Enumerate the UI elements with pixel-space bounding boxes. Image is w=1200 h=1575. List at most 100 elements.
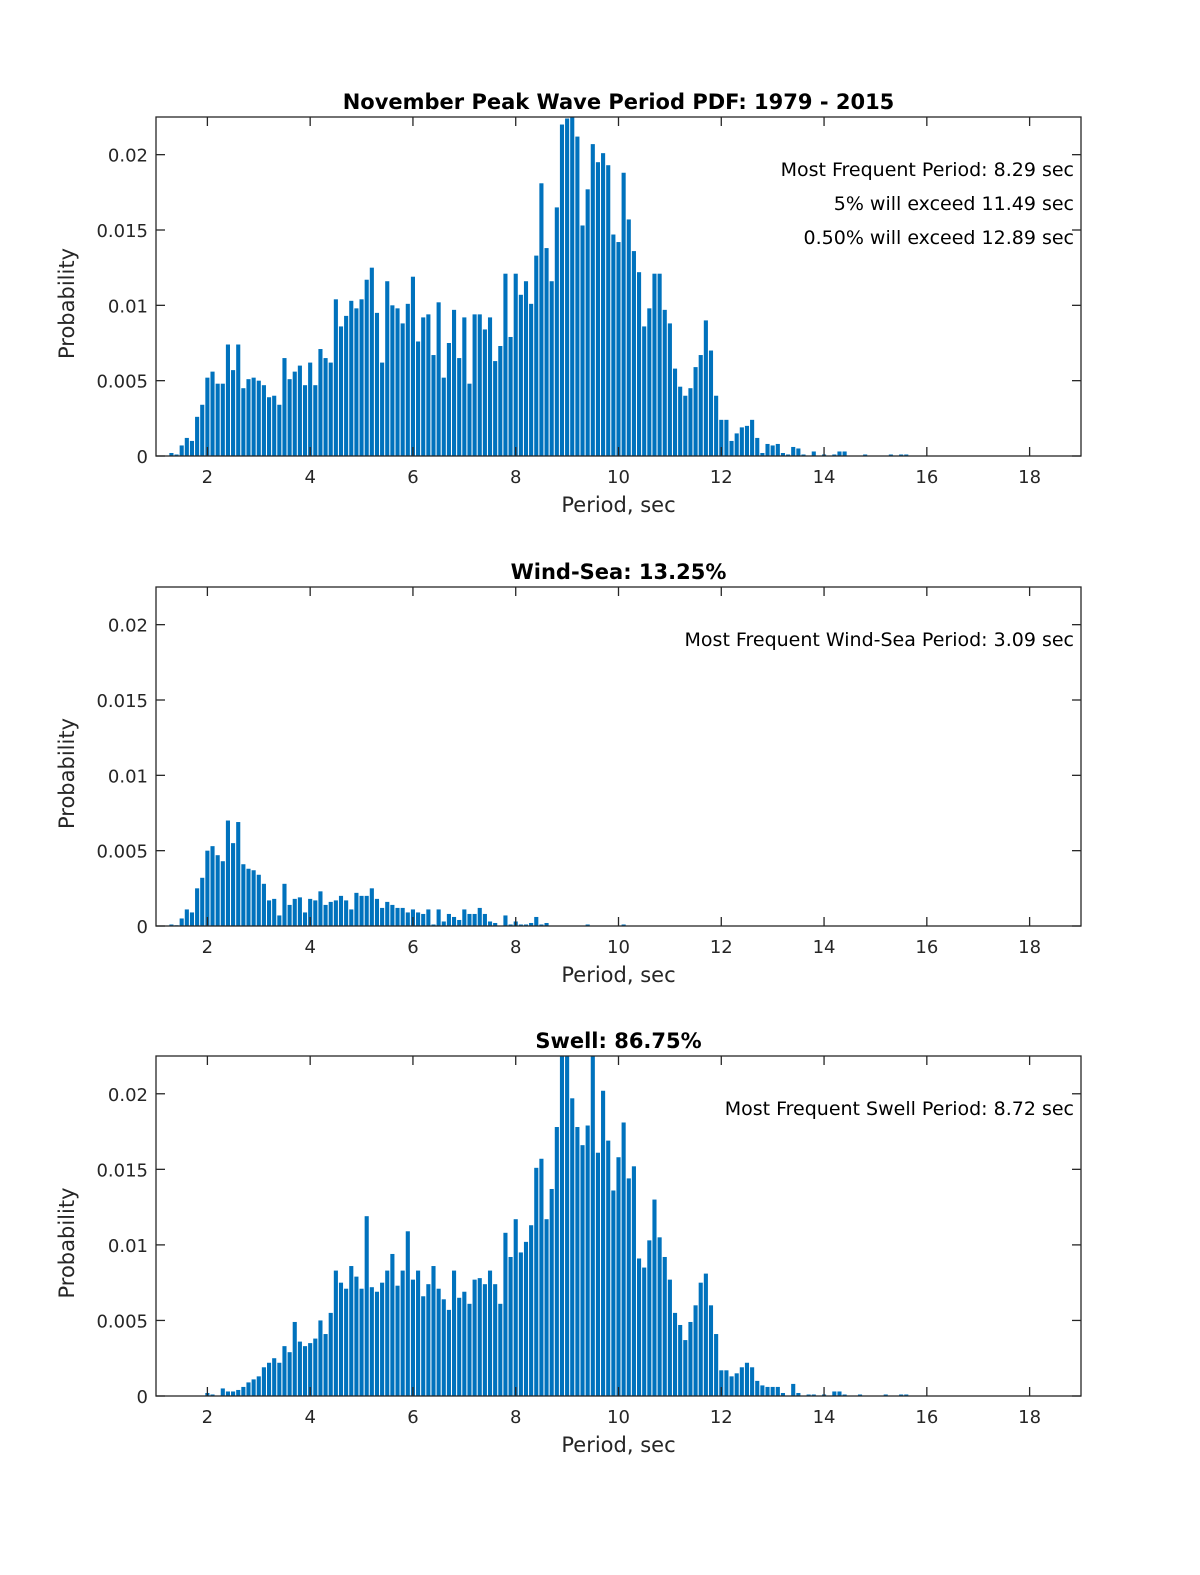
swell-bar [631, 1166, 636, 1396]
swell-bar [662, 1256, 667, 1396]
swell-bar [241, 1386, 246, 1396]
total-bar [554, 207, 559, 456]
total-annotation: 0.50% will exceed 12.89 sec [804, 227, 1074, 249]
total-bar [261, 385, 266, 456]
total-bar [477, 314, 482, 456]
wind-sea-bar [380, 907, 385, 926]
total-bar [698, 355, 703, 456]
total-xtick-label: 12 [710, 467, 733, 488]
swell-bar [565, 1056, 570, 1396]
swell-ytick-label: 0.005 [96, 1311, 148, 1332]
swell-bar [436, 1288, 441, 1396]
swell-bar [544, 1219, 549, 1396]
swell-title: Swell: 86.75% [535, 1029, 701, 1053]
swell-bar [267, 1362, 272, 1396]
total-bar [292, 371, 297, 456]
wind-sea-bar [200, 877, 205, 926]
wind-sea-bar [482, 913, 487, 926]
total-bar [282, 358, 287, 456]
total-bar [714, 395, 719, 456]
total-bar [899, 454, 904, 456]
swell-xtick-label: 14 [813, 1407, 836, 1428]
swell-bar [421, 1296, 426, 1396]
wind-sea-xtick-label: 14 [813, 937, 836, 958]
swell-bar [385, 1270, 390, 1396]
swell-bar [672, 1312, 678, 1396]
swell-xtick-label: 16 [915, 1407, 938, 1428]
swell-bar [611, 1190, 616, 1396]
wind-sea-bar [220, 861, 225, 926]
total-bars [169, 117, 909, 456]
total-bar [760, 452, 765, 456]
total-bar [575, 136, 580, 456]
total-bar [174, 454, 179, 456]
wind-sea-ytick-label: 0 [137, 917, 148, 938]
total-bar [205, 377, 210, 456]
swell-bars [205, 1056, 909, 1396]
swell-bar [606, 1140, 611, 1396]
swell-bar [693, 1305, 698, 1396]
wind-sea-bar [272, 898, 277, 926]
wind-sea-bar [287, 904, 292, 926]
total-bar [590, 144, 595, 456]
total-bar [431, 355, 436, 456]
swell-bar [570, 1098, 575, 1396]
total-bar [621, 172, 626, 456]
swell-bar [559, 1056, 565, 1396]
swell-bar [534, 1167, 539, 1396]
total-bar [765, 443, 770, 456]
wind-sea-bar [210, 846, 215, 926]
total-ytick-label: 0 [137, 447, 148, 468]
swell-xtick-label: 18 [1018, 1407, 1041, 1428]
wind-sea-bar [297, 897, 302, 926]
total-bar [446, 343, 451, 456]
total-xtick-label: 10 [607, 467, 630, 488]
total-xtick-label: 8 [510, 467, 521, 488]
swell-bar [364, 1216, 369, 1396]
total-bar [467, 383, 472, 456]
wind-sea-annotation: Most Frequent Wind-Sea Period: 3.09 sec [685, 629, 1074, 651]
swell-bar [637, 1258, 642, 1396]
swell-bar [529, 1225, 534, 1396]
total-bar [169, 452, 174, 456]
swell-bar [282, 1346, 287, 1396]
total-bar [724, 419, 729, 456]
total-bar [652, 273, 657, 456]
swell-bar [313, 1338, 318, 1396]
total-bar [565, 118, 570, 456]
swell-xtick-label: 2 [202, 1407, 213, 1428]
wind-sea-bar [446, 913, 451, 926]
swell-xtick-label: 8 [510, 1407, 521, 1428]
swell-bar [842, 1394, 847, 1396]
swell-bar [482, 1284, 487, 1396]
total-bar [559, 124, 565, 456]
wind-sea-bar [261, 883, 266, 926]
total-ylabel: Probability [55, 248, 79, 359]
total-bar [297, 365, 302, 456]
swell-bar [626, 1178, 631, 1396]
wind-sea-ytick-label: 0.005 [96, 842, 148, 863]
total-bar [647, 308, 652, 456]
wind-sea-bar [523, 924, 529, 926]
swell-bar [328, 1312, 333, 1396]
wind-sea-bar [354, 892, 359, 926]
swell-bar [770, 1386, 775, 1396]
wind-sea-bar [225, 820, 230, 926]
total-bar [549, 281, 554, 456]
total-xlabel: Period, sec [561, 493, 675, 517]
wind-sea-ytick-label: 0.01 [108, 766, 148, 787]
swell-bar [220, 1388, 225, 1396]
swell-bar [688, 1321, 693, 1396]
total-bar [770, 445, 775, 456]
swell-xtick-label: 4 [304, 1407, 315, 1428]
total-bar [318, 349, 323, 456]
wind-sea-bar [374, 898, 380, 926]
swell-bar [349, 1266, 354, 1396]
swell-bar [297, 1341, 302, 1396]
total-bar [462, 317, 467, 456]
swell-bar [657, 1237, 662, 1396]
swell-bar [683, 1340, 688, 1396]
swell-bar [395, 1285, 400, 1396]
total-bar [539, 183, 544, 456]
total-bar [302, 385, 308, 456]
